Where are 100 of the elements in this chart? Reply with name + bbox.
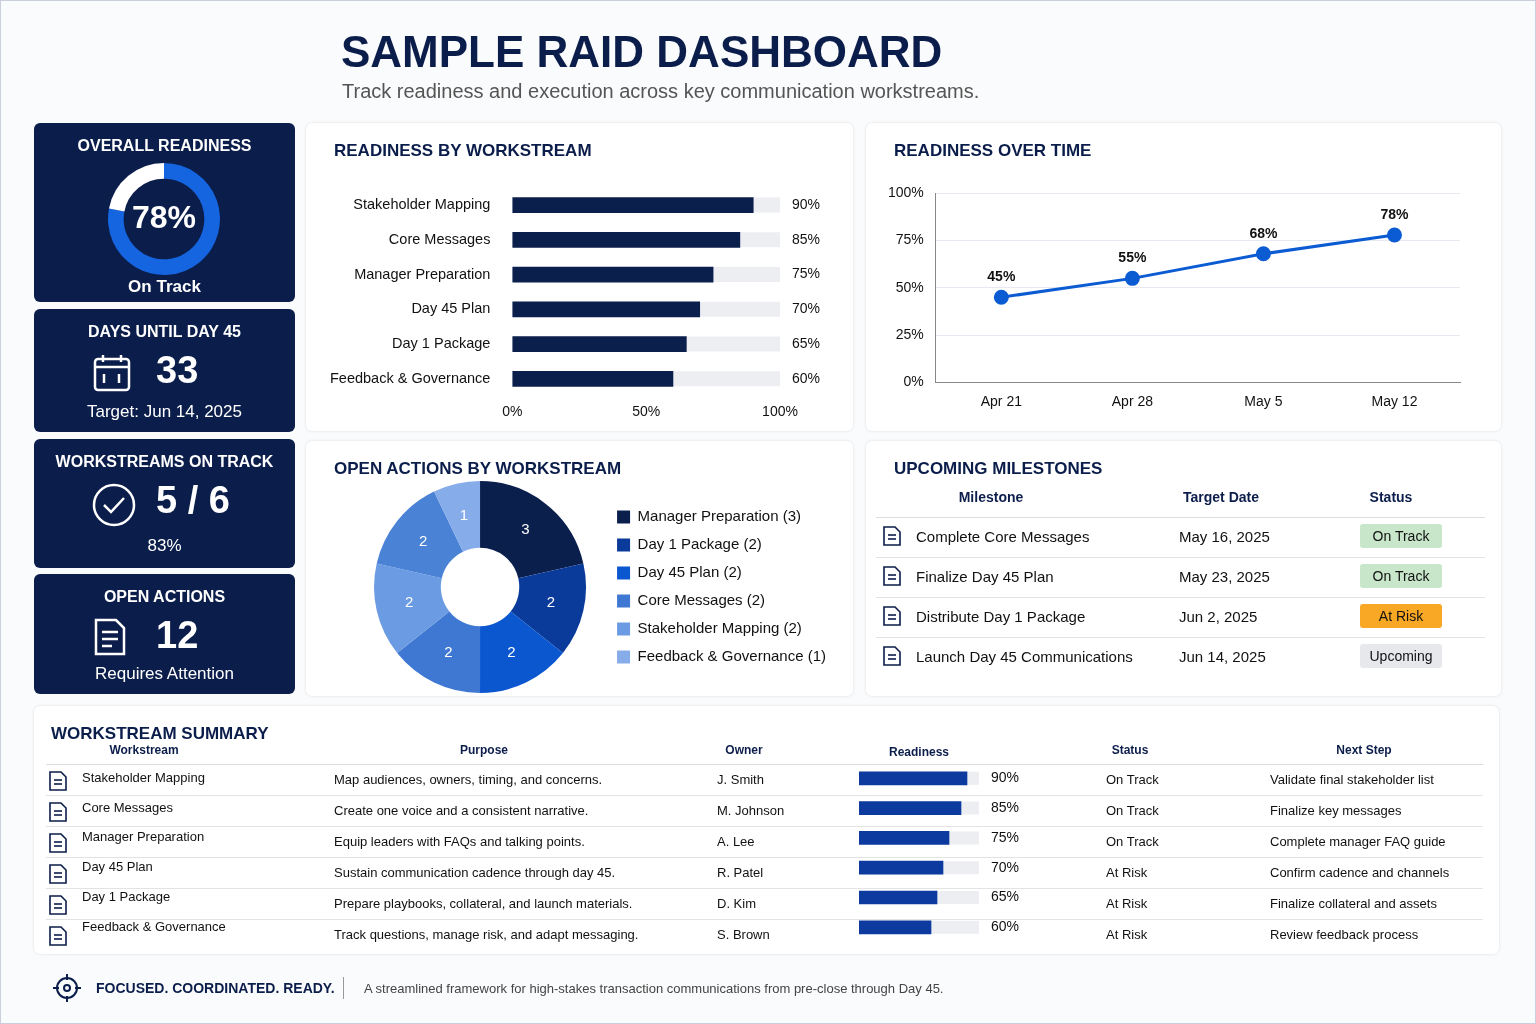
data-label: 60% — [792, 369, 821, 386]
y-tick-label: 0% — [903, 373, 924, 390]
x-tick-label: 100% — [762, 403, 798, 420]
data-label: 70% — [991, 858, 1020, 875]
text: S. Brown — [717, 927, 770, 942]
text: At Risk — [1106, 927, 1148, 942]
text: May 23, 2025 — [1179, 568, 1270, 585]
x-tick-label: Apr 28 — [1111, 393, 1154, 410]
y-tick-label: Feedback & Governance — [329, 369, 491, 386]
text: M. Johnson — [717, 803, 785, 818]
text: Complete manager FAQ guide — [1270, 834, 1446, 849]
text: Track readiness and execution across key communication workstreams. — [342, 80, 980, 103]
text: On Track — [1106, 834, 1159, 849]
y-tick-label: Stakeholder Mapping — [353, 196, 491, 213]
data-label: 55% — [1118, 249, 1147, 266]
text: On Track — [1360, 524, 1442, 548]
legend-label: Stakeholder Mapping (2) — [637, 619, 802, 637]
text: Requires Attention — [94, 664, 235, 684]
text: On Track — [1360, 564, 1442, 588]
legend-label: Manager Preparation (3) — [637, 507, 801, 525]
text: WORKSTREAM SUMMARY — [51, 724, 269, 744]
text: Target: Jun 14, 2025 — [86, 402, 243, 422]
chart-title: OVERALL READINESS — [76, 137, 253, 155]
text: Milestone — [957, 489, 1025, 505]
y-tick-label: 75% — [895, 231, 924, 248]
data-label: 78% — [1380, 205, 1410, 222]
text: Finalize key messages — [1270, 803, 1402, 818]
text: 83% — [146, 536, 183, 556]
y-tick-label: Core Messages — [82, 799, 174, 815]
text: R. Patel — [717, 865, 764, 880]
text: 33 — [156, 349, 199, 392]
data-label: 2 — [507, 642, 516, 660]
x-tick-label: Apr 21 — [980, 393, 1023, 410]
data-label: 78% — [131, 198, 197, 235]
data-label: 2 — [405, 593, 414, 611]
text: UPCOMING MILESTONES — [894, 459, 1103, 479]
y-tick-label: 50% — [895, 278, 924, 295]
chart-title: READINESS OVER TIME — [894, 141, 1092, 161]
data-label: 3 — [521, 520, 530, 538]
text: 5 / 6 — [156, 479, 230, 522]
text: WORKSTREAMS ON TRACK — [54, 453, 275, 471]
text: Jun 2, 2025 — [1179, 608, 1258, 625]
text: On Track — [1106, 803, 1159, 818]
text: Prepare playbooks, collateral, and launch materials. — [334, 896, 633, 911]
x-tick-label: 50% — [632, 403, 661, 420]
text: On Track — [127, 277, 202, 297]
data-label: 68% — [1249, 224, 1278, 241]
text: Target Date — [1182, 489, 1260, 505]
text: Status — [1110, 743, 1150, 757]
text: OPEN ACTIONS — [102, 588, 227, 606]
text: May 16, 2025 — [1179, 528, 1270, 545]
data-label: 45% — [987, 268, 1016, 285]
text: At Risk — [1106, 896, 1148, 911]
point — [993, 289, 1009, 305]
data-label: 2 — [419, 531, 428, 549]
text: Validate final stakeholder list — [1270, 772, 1434, 787]
text: A. Lee — [717, 834, 755, 849]
chart-title: READINESS BY WORKSTREAM — [334, 141, 592, 161]
text: Create one voice and a consistent narrative. — [334, 803, 589, 818]
y-tick-label: Manager Preparation — [82, 829, 205, 845]
legend-label: Day 1 Package (2) — [637, 535, 762, 553]
point — [1386, 227, 1402, 243]
text: 12 — [156, 614, 199, 657]
y-tick-label: Day 45 Plan — [411, 300, 491, 317]
text: DAYS UNTIL DAY 45 — [87, 323, 242, 341]
legend-label: Core Messages (2) — [637, 591, 766, 609]
legend-label: Day 45 Plan (2) — [637, 563, 742, 581]
x-tick-label: May 12 — [1371, 393, 1418, 410]
chart-title: OPEN ACTIONS BY WORKSTREAM — [334, 459, 622, 479]
text: Review feedback process — [1270, 927, 1419, 942]
text: FOCUSED. COORDINATED. READY. — [96, 980, 335, 996]
text: Distribute Day 1 Package — [916, 608, 1086, 625]
data-label: 60% — [991, 918, 1020, 935]
text: Workstream — [109, 743, 179, 757]
text: J. Smith — [717, 772, 764, 787]
data-label: 75% — [991, 828, 1020, 845]
x-tick-label: 0% — [502, 403, 523, 420]
text: Purpose — [459, 743, 509, 757]
text: D. Kim — [717, 896, 756, 911]
text: Track questions, manage risk, and adapt messaging. — [334, 927, 639, 942]
data-label: 2 — [444, 642, 453, 660]
y-tick-label: Stakeholder Mapping — [82, 769, 205, 785]
data-label: 85% — [991, 798, 1020, 815]
text: Finalize collateral and assets — [1270, 896, 1437, 911]
point — [1124, 270, 1140, 286]
text: On Track — [1106, 772, 1159, 787]
text: A streamlined framework for high-stakes transaction communications from pre-close through Day 45. — [364, 981, 944, 996]
data-label: 1 — [459, 506, 469, 524]
y-tick-label: 25% — [895, 325, 924, 342]
text: Confirm cadence and channels — [1270, 865, 1450, 880]
y-tick-label: Day 1 Package — [392, 335, 491, 352]
text: Next Step — [1335, 743, 1393, 757]
data-label: 65% — [991, 888, 1020, 905]
text: Upcoming — [1360, 644, 1442, 668]
data-label: 65% — [792, 334, 821, 351]
text: Finalize Day 45 Plan — [916, 568, 1054, 585]
text: Status — [1368, 489, 1414, 505]
y-tick-label: Manager Preparation — [354, 265, 491, 282]
text: Jun 14, 2025 — [1179, 648, 1266, 665]
y-tick-label: Core Messages — [388, 230, 491, 247]
